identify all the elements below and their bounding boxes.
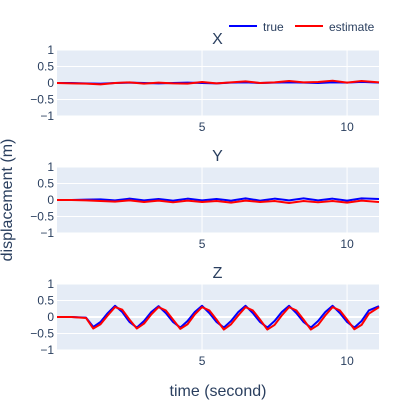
y-tick-label: −1 [40,343,54,357]
series-line-estimate-Z [57,306,380,331]
series-line-estimate-Y [57,199,380,204]
y-tick-label: −0.5 [30,93,54,107]
legend-label-true: true [263,20,284,34]
y-axis-title: displacement (m) [0,139,16,262]
y-tick-label: −1 [40,226,54,240]
legend-label-estimate: estimate [329,20,375,34]
y-tick-label: 1 [47,160,54,174]
series-line-estimate-X [56,79,380,86]
x-tick-label: 5 [199,120,206,134]
x-tick-label: 5 [199,237,206,251]
x-tick-label: 10 [340,120,354,134]
panel-title-Z: Z [213,265,223,282]
y-tick-label: 1 [47,43,54,57]
y-tick-label: 0.5 [37,60,54,74]
y-tick-label: 0 [47,193,54,207]
x-tick-label: 10 [340,237,354,251]
y-tick-label: 1 [47,277,54,291]
y-tick-label: −0.5 [30,327,54,341]
y-tick-label: 0.5 [37,177,54,191]
y-tick-label: 0.5 [37,294,54,308]
panel-title-Y: Y [212,148,223,165]
y-tick-label: 0 [47,76,54,90]
series-line-true-Z [57,304,380,329]
y-tick-label: −0.5 [30,210,54,224]
series-line-true-Y [57,197,380,202]
x-tick-label: 10 [340,354,354,368]
x-axis-title: time (second) [170,383,267,400]
x-tick-label: 5 [199,354,206,368]
panel-title-X: X [212,31,223,48]
y-tick-label: 0 [47,310,54,324]
y-tick-label: −1 [40,109,54,123]
